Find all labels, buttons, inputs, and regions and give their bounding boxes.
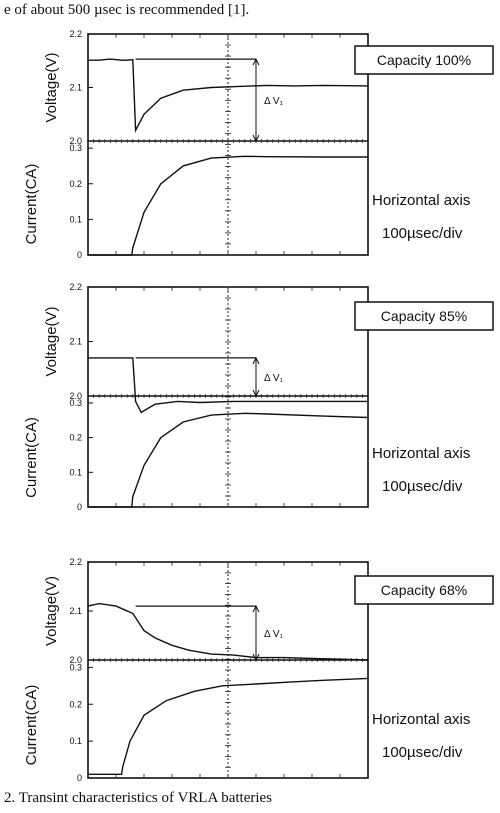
- chart-panel-1: 2.2 2.1 2.00.3 0.2 0.1 0 Voltage(V) Current(CA)…: [23, 29, 494, 260]
- voltage-tick-label: 2.1: [69, 606, 82, 616]
- chart-panel-3: 2.2 2.1 2.00.3 0.2 0.1 0 Voltage(V) Current(CA)…: [23, 557, 494, 783]
- voltage-tick-label: 2.2: [69, 557, 82, 567]
- header-text: e of about 500 µsec is recommended [1].: [4, 2, 249, 18]
- voltage-axis-label: Voltage(V): [43, 576, 60, 646]
- voltage-trace: [88, 357, 368, 414]
- capacity-box: [354, 575, 494, 605]
- current-trace: [88, 412, 369, 508]
- capacity-box: [354, 45, 494, 75]
- delta-v-arrow-up: [252, 604, 260, 613]
- delta-v-arrow-down: [252, 653, 260, 662]
- current-tick-label: 0.3: [69, 143, 82, 153]
- voltage-tick-label: 2.0: [69, 136, 82, 146]
- current-tick-label: 0.3: [69, 662, 82, 672]
- current-tick-label: 0.1: [69, 467, 82, 477]
- horizontal-scale-label: 100µsec/div: [382, 225, 463, 242]
- current-tick-label: 0.3: [69, 398, 82, 408]
- voltage-tick-label: 2.0: [69, 655, 82, 665]
- delta-v-label: Δ V₁: [264, 96, 284, 107]
- chart-panel-2: 2.2 2.1 2.00.3 0.2 0.1 0 Voltage(V) Current(CA)…: [23, 282, 494, 512]
- current-tick-label: 0.2: [69, 179, 82, 189]
- figure-caption: 2. Transint characteristics of VRLA batt…: [4, 790, 272, 806]
- current-tick-label: 0.2: [69, 699, 82, 709]
- voltage-axis-label: Voltage(V): [43, 52, 60, 122]
- current-tick-label: 0: [77, 250, 82, 260]
- horizontal-scale-label: 100µsec/div: [382, 478, 463, 495]
- current-axis-label: Current(CA): [23, 417, 40, 498]
- current-trace: [88, 677, 369, 775]
- current-tick-label: 0: [77, 502, 82, 512]
- horizontal-axis-label: Horizontal axis: [372, 192, 470, 209]
- current-trace: [88, 155, 368, 256]
- delta-v-arrow-up: [252, 356, 260, 365]
- capacity-box: [354, 301, 494, 331]
- delta-v-arrow-up: [252, 58, 260, 66]
- horizontal-scale-label: 100µsec/div: [382, 744, 463, 761]
- current-tick-label: 0: [77, 773, 82, 783]
- horizontal-axis-label: Horizontal axis: [372, 445, 470, 462]
- horizontal-axis-label: Horizontal axis: [372, 711, 470, 728]
- capacity-label: Capacity 68%: [381, 582, 467, 598]
- voltage-axis-label: Voltage(V): [43, 306, 60, 376]
- capacity-label: Capacity 100%: [377, 52, 471, 68]
- voltage-tick-label: 2.2: [69, 29, 82, 39]
- voltage-tick-label: 2.1: [69, 337, 82, 347]
- voltage-tick-label: 2.1: [69, 83, 82, 93]
- delta-v-label: Δ V₁: [264, 373, 284, 384]
- current-axis-label: Current(CA): [23, 685, 40, 766]
- current-tick-label: 0.2: [69, 433, 82, 443]
- voltage-tick-label: 2.2: [69, 282, 82, 292]
- voltage-trace: [88, 58, 369, 133]
- current-tick-label: 0.1: [69, 214, 82, 224]
- current-tick-label: 0.1: [69, 736, 82, 746]
- delta-v-label: Δ V₁: [264, 629, 284, 640]
- voltage-tick-label: 2.0: [69, 391, 82, 401]
- delta-v-arrow-down: [252, 389, 260, 398]
- capacity-label: Capacity 85%: [381, 308, 467, 324]
- voltage-trace: [87, 602, 369, 661]
- current-axis-label: Current(CA): [23, 164, 40, 245]
- delta-v-arrow-down: [252, 134, 260, 143]
